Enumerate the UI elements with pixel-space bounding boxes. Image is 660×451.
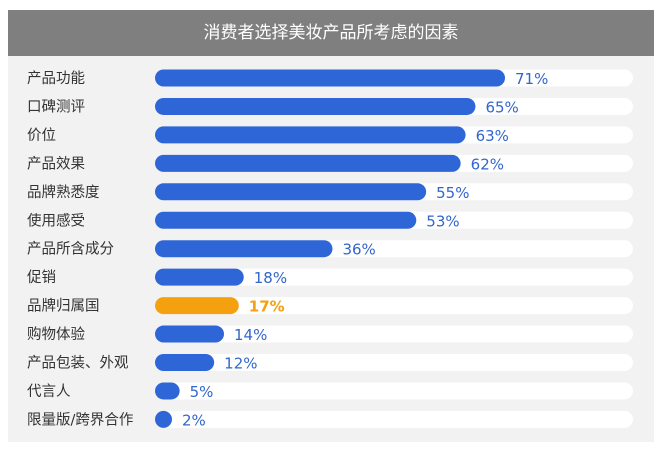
bar bbox=[155, 126, 466, 144]
value-label: 71% bbox=[515, 70, 548, 88]
category-label: 产品所含成分 bbox=[27, 241, 114, 258]
bar-track bbox=[155, 354, 633, 371]
bar-track bbox=[155, 382, 633, 400]
bar bbox=[155, 268, 244, 286]
category-label: 购物体验 bbox=[27, 326, 85, 343]
value-label: 65% bbox=[485, 98, 518, 116]
value-label: 55% bbox=[436, 184, 469, 202]
bar bbox=[155, 240, 333, 258]
value-label: 17% bbox=[249, 298, 285, 316]
value-label: 62% bbox=[471, 155, 504, 173]
bar bbox=[155, 325, 225, 343]
bar bbox=[155, 354, 215, 371]
chart-title: 消费者选择美妆产品所考虑的因素 bbox=[8, 10, 654, 56]
bar bbox=[155, 154, 461, 172]
category-label: 限量版/跨界合作 bbox=[27, 411, 133, 428]
value-label: 53% bbox=[426, 212, 459, 230]
bar bbox=[155, 97, 476, 115]
category-label: 价位 bbox=[27, 127, 56, 144]
category-label: 使用感受 bbox=[27, 212, 85, 229]
value-label: 36% bbox=[342, 241, 375, 259]
value-label: 5% bbox=[190, 383, 214, 401]
bar-track bbox=[155, 268, 633, 286]
category-label: 产品效果 bbox=[27, 155, 85, 172]
bar bbox=[155, 183, 427, 201]
bar bbox=[155, 69, 506, 87]
bar bbox=[155, 297, 239, 315]
value-label: 18% bbox=[254, 269, 287, 287]
category-label: 促销 bbox=[27, 269, 56, 286]
bar-track bbox=[155, 410, 633, 428]
bar bbox=[155, 211, 417, 229]
category-label: 代言人 bbox=[27, 383, 71, 400]
bar-track bbox=[155, 325, 633, 343]
chart-card: 消费者选择美妆产品所考虑的因素 产品功能 71% 口碑测评 65% 价位 63% 产品效果 6… bbox=[8, 10, 654, 442]
bar bbox=[155, 410, 172, 428]
value-label: 63% bbox=[476, 127, 509, 145]
category-label: 品牌熟悉度 bbox=[27, 184, 100, 201]
value-label: 12% bbox=[224, 355, 257, 373]
bar-chart: 产品功能 71% 口碑测评 65% 价位 63% 产品效果 62% 品牌熟悉度 55% 使用感受 53… bbox=[27, 69, 633, 429]
category-label: 产品功能 bbox=[27, 70, 85, 87]
bar bbox=[155, 382, 180, 400]
bar-track bbox=[155, 297, 633, 315]
value-label: 2% bbox=[182, 411, 206, 429]
category-label: 品牌归属国 bbox=[27, 298, 100, 315]
category-label: 口碑测评 bbox=[27, 98, 85, 115]
value-label: 14% bbox=[234, 326, 267, 344]
category-label: 产品包装、外观 bbox=[27, 355, 129, 372]
